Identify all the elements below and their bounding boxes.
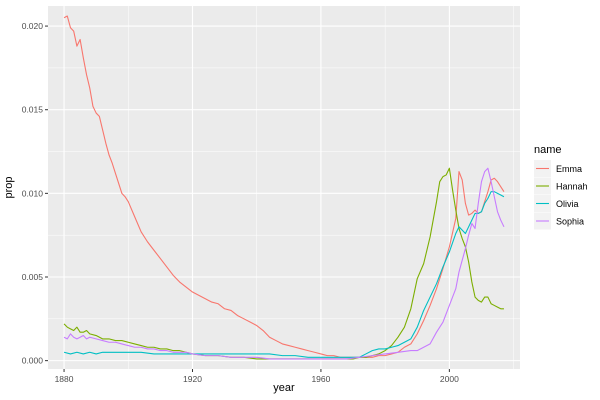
- legend: name Emma Hannah Olivia Sophia: [534, 144, 588, 230]
- y-axis-tick-label: 0.000: [22, 356, 44, 366]
- series-line-sophia: [63, 167, 505, 360]
- legend-label-sophia: Sophia: [556, 217, 584, 227]
- y-axis: 0.000 0.005 0.010 0.015 0.020: [22, 21, 48, 366]
- y-axis-tick-label: 0.020: [22, 21, 44, 31]
- legend-label-hannah: Hannah: [556, 182, 588, 192]
- x-axis-title: year: [273, 382, 295, 394]
- y-axis-tick-label: 0.015: [22, 105, 44, 115]
- series-lines: [63, 15, 505, 360]
- y-axis-tick-label: 0.010: [22, 188, 44, 198]
- x-axis: 1880 1920 1960 2000: [55, 369, 459, 384]
- x-axis-tick-label: 2000: [440, 374, 459, 384]
- series-line-emma: [63, 15, 505, 358]
- x-axis-tick-label: 1960: [311, 374, 330, 384]
- plot-panel: [48, 6, 520, 369]
- minor-gridlines: [48, 6, 520, 369]
- x-axis-tick-label: 1920: [183, 374, 202, 384]
- legend-label-emma: Emma: [556, 164, 582, 174]
- legend-label-olivia: Olivia: [556, 199, 579, 209]
- legend-title: name: [534, 144, 562, 156]
- major-gridlines: [48, 6, 520, 369]
- series-line-olivia: [63, 191, 505, 358]
- y-axis-title: prop: [3, 176, 15, 198]
- y-axis-tick-label: 0.005: [22, 272, 44, 282]
- x-axis-tick-label: 1880: [55, 374, 74, 384]
